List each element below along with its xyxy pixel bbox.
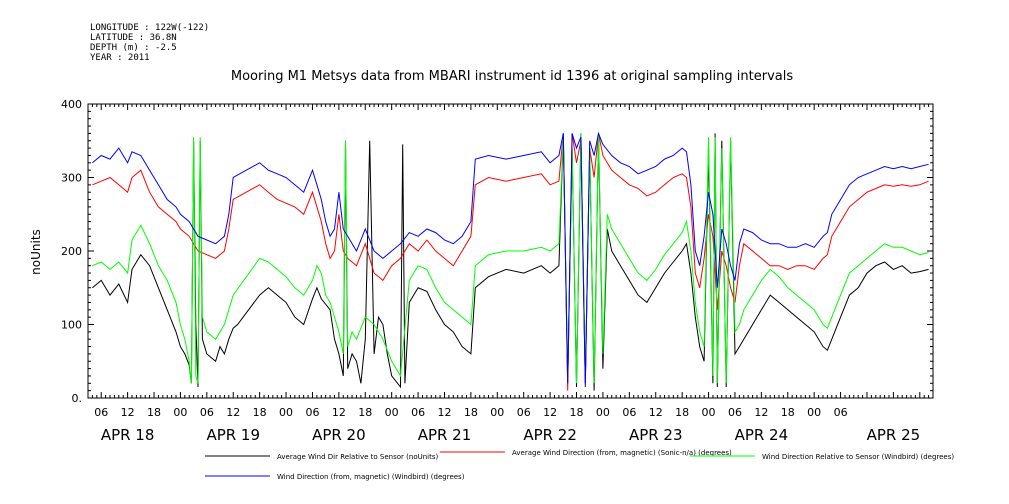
y-tick-label: 300 [61,172,82,185]
day-label: APR 22 [523,426,577,444]
x-tick-label: 06 [94,406,108,419]
x-tick-label: 06 [200,406,214,419]
x-tick-label: 12 [121,406,135,419]
series-line-1 [92,133,929,391]
day-label: APR 20 [312,426,366,444]
axis-labels: 0. 100 200 300 400 06 12 18 00 06 12 18 00 06 12 18 00 06… [61,98,920,444]
x-tick-label: 12 [437,406,451,419]
x-tick-label: 06 [411,406,425,419]
meta-depth: DEPTH (m) : -2.5 [90,43,177,53]
meta-year: YEAR : 2011 [90,53,150,63]
x-tick-label: 00 [807,406,821,419]
axis-ticks [87,103,934,399]
x-tick-label: 18 [570,406,584,419]
legend-label: Wind Direction (from, magnetic) (Windbir… [277,473,465,481]
x-tick-label: 00 [385,406,399,419]
x-tick-label: 12 [649,406,663,419]
x-tick-label: 06 [305,406,319,419]
x-tick-label: 06 [834,406,848,419]
meta-longitude: LONGITUDE : 122W(-122) [90,23,209,33]
series-layer [92,131,929,391]
x-tick-label: 00 [702,406,716,419]
x-tick-label: 06 [517,406,531,419]
x-tick-label: 12 [754,406,768,419]
meta-latitude: LATITUDE : 36.8N [90,33,177,43]
x-tick-label: 18 [464,406,478,419]
x-tick-label: 18 [781,406,795,419]
x-tick-label: 12 [226,406,240,419]
header-meta: LONGITUDE : 122W(-122) LATITUDE : 36.8N … [90,23,209,63]
y-axis-label: noUnits [29,229,43,275]
y-tick-label: 400 [61,98,82,111]
series-line-4 [92,131,929,388]
day-label: APR 24 [735,426,789,444]
day-label: APR 25 [867,426,921,444]
series-line-3 [92,133,929,384]
x-tick-label: 00 [596,406,610,419]
x-tick-label: 18 [675,406,689,419]
y-tick-label: 0. [72,392,83,405]
x-tick-label: 00 [173,406,187,419]
day-label: APR 19 [206,426,260,444]
x-tick-label: 06 [622,406,636,419]
x-tick-label: 00 [279,406,293,419]
legend-label: Average Wind Direction (from, magnetic) … [512,449,732,457]
legend-label: Wind Direction Relative to Sensor (Windb… [762,453,954,461]
legend: Average Wind Dir Relative to Sensor (noU… [205,449,954,481]
day-label: APR 18 [101,426,155,444]
x-tick-label: 12 [332,406,346,419]
series-line-2 [92,133,929,391]
day-label: APR 21 [418,426,472,444]
x-tick-label: 12 [543,406,557,419]
day-label: APR 23 [629,426,683,444]
x-tick-label: 06 [728,406,742,419]
x-tick-label: 18 [253,406,267,419]
chart-title: Mooring M1 Metsys data from MBARI instru… [231,69,793,84]
y-tick-label: 200 [61,245,82,258]
y-tick-label: 100 [61,319,82,332]
x-tick-label: 00 [490,406,504,419]
legend-label: Average Wind Dir Relative to Sensor (noU… [277,453,438,461]
x-tick-label: 18 [147,406,161,419]
x-tick-label: 18 [358,406,372,419]
